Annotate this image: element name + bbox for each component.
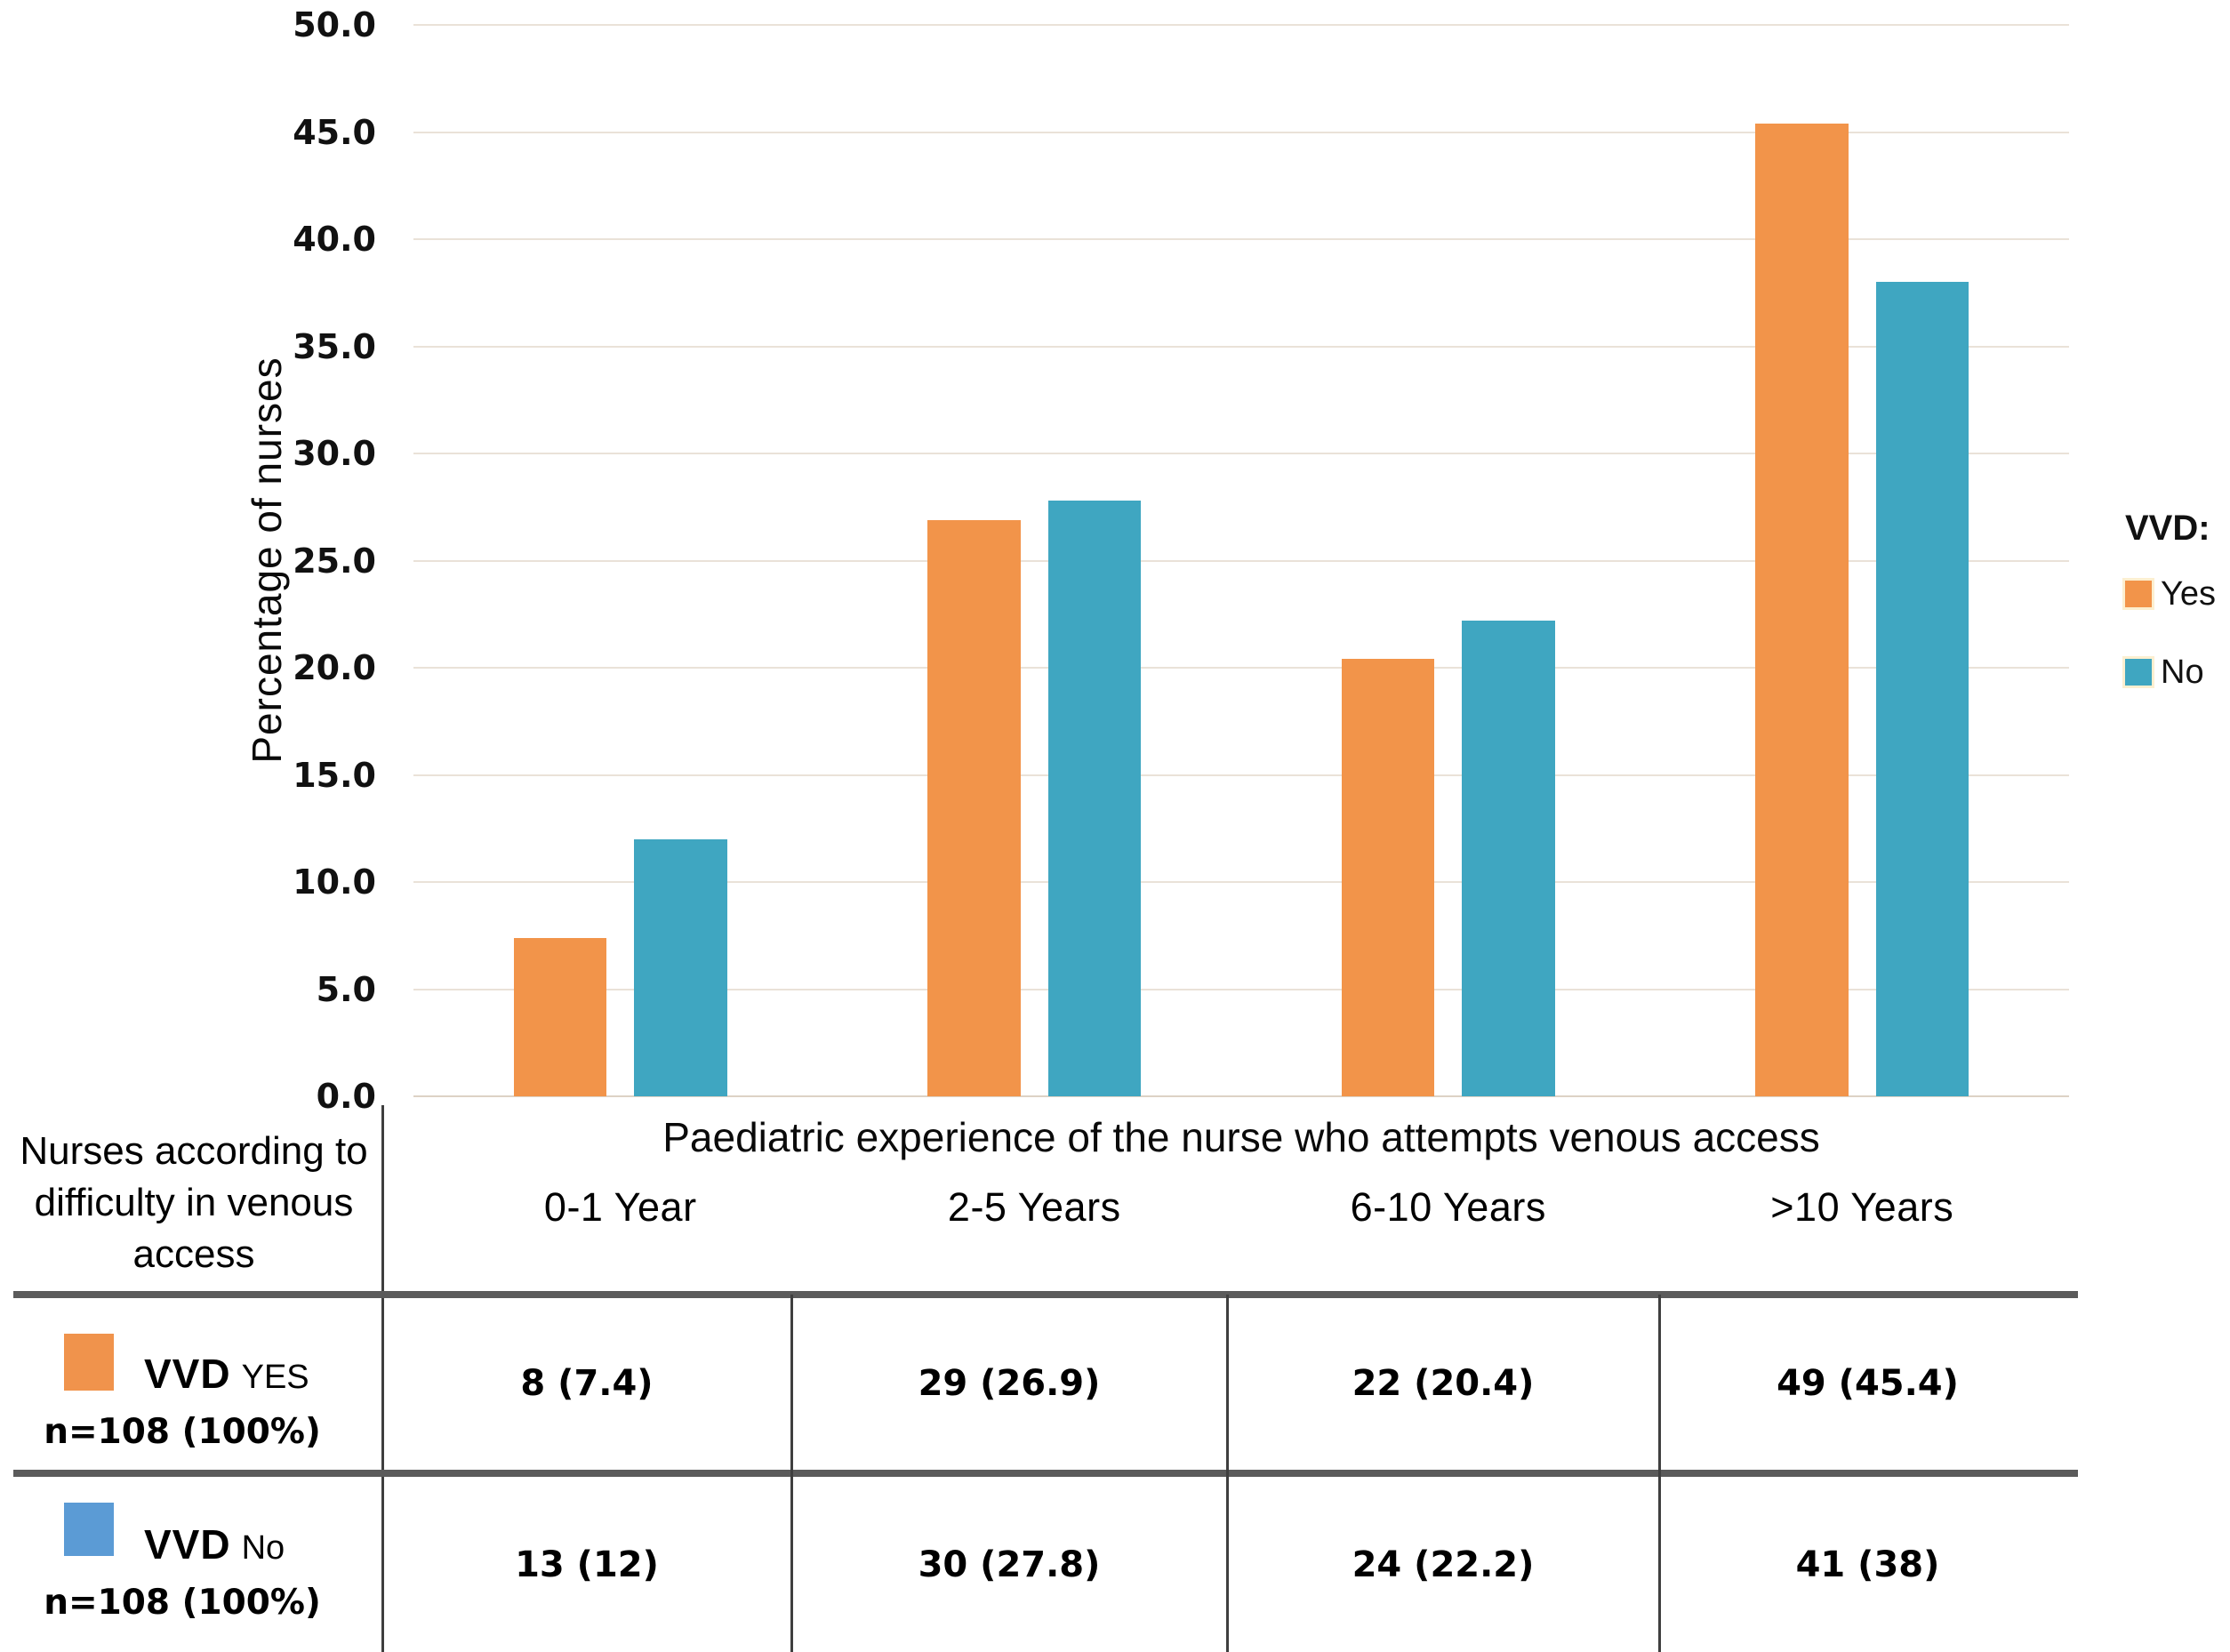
y-tick-label-15.0: 15.0 [293,755,376,795]
x-axis-title: Paediatric experience of the nurse who a… [662,1114,1820,1160]
bar-yes-6-10-years [1341,659,1435,1096]
plot-area [413,24,2070,1097]
bar-group-10-years [1656,25,2070,1096]
y-tick-label-35.0: 35.0 [293,326,376,366]
row-label-vvd: VVD [144,1351,231,1397]
category-header-10-years: >10 Years [1770,1184,1954,1230]
table-cell-r2-c1: 13 (12) [515,1544,659,1585]
gridline-35.0 [413,345,2069,348]
legend: VVD: Yes No [2125,507,2230,731]
row-label-yes: VVD YES [144,1350,309,1398]
y-tick-label-40.0: 40.0 [293,220,376,259]
gridline-20.0 [413,667,2069,669]
y-tick-label-50.0: 50.0 [293,5,376,44]
table-cell-r2-c3: 24 (22.2) [1352,1544,1535,1585]
table-vline-2 [1226,1295,1229,1652]
table-corner-label: Nurses according to difficulty in venous… [20,1129,368,1277]
y-tick-label-30.0: 30.0 [293,434,376,473]
bar-no-10-years [1875,282,1969,1096]
table-hline-middle [13,1470,2078,1477]
legend-item-label: Yes [2161,574,2216,613]
table-cell-r1-c4: 49 (45.4) [1777,1363,1959,1404]
table-cell-r2-c2: 30 (27.8) [918,1544,1101,1585]
gridline-0.0 [413,1095,2069,1097]
table-vline-left [381,1105,384,1652]
legend-swatch-no [2125,659,2152,686]
bar-yes-2-5-years [927,519,1021,1096]
bar-no-0-1-year [634,838,727,1096]
bar-yes-10-years [1755,123,1849,1096]
category-headers: 0-1 Year 2-5 Years 6-10 Years >10 Years [413,1184,2069,1238]
gridline-10.0 [413,881,2069,883]
category-header-6-10-years: 6-10 Years [1350,1184,1546,1230]
table-hline-top [13,1291,2078,1298]
bar-no-2-5-years [1047,501,1142,1096]
gridline-5.0 [413,988,2069,990]
y-tick-label-20.0: 20.0 [293,648,376,687]
row-label-answer: YES [241,1359,309,1396]
table-cell-r1-c2: 29 (26.9) [918,1363,1101,1404]
table-vline-3 [1658,1295,1661,1652]
category-header-2-5-years: 2-5 Years [947,1184,1121,1230]
bar-group-2-5-years [828,25,1242,1096]
gridline-45.0 [413,131,2069,133]
gridline-50.0 [413,24,2069,26]
y-axis-ticks: 50.0 45.0 40.0 35.0 30.0 25.0 20.0 15.0 10.0 5.0 0… [0,5,376,1116]
gridline-25.0 [413,559,2069,562]
legend-item-no: No [2125,653,2230,692]
gridline-15.0 [413,774,2069,776]
y-tick-label-25.0: 25.0 [293,541,376,581]
legend-swatch-yes [2125,581,2152,607]
y-tick-label-10.0: 10.0 [293,862,376,902]
gridline-40.0 [413,238,2069,240]
legend-item-label: No [2161,653,2204,691]
bar-yes-0-1-year [513,937,607,1096]
y-tick-label-0.0: 0.0 [316,1077,376,1116]
legend-title: VVD: [2125,509,2210,548]
bar-group-0-1-year [413,25,828,1096]
legend-item-yes: Yes [2125,574,2230,613]
category-header-0-1-year: 0-1 Year [543,1184,697,1230]
table-cell-r1-c1: 8 (7.4) [520,1363,654,1404]
row-label-answer: No [241,1529,285,1567]
gridline-30.0 [413,453,2069,454]
y-tick-label-5.0: 5.0 [316,969,376,1009]
row-n-no: n=108 (100%) [44,1583,321,1623]
table-vline-1 [790,1295,793,1652]
row-swatch-yes [64,1334,114,1391]
legend-items: Yes No [2125,574,2230,692]
table-cell-r1-c3: 22 (20.4) [1352,1363,1535,1404]
y-tick-label-45.0: 45.0 [293,112,376,152]
table-cell-r2-c4: 41 (38) [1795,1544,1940,1585]
row-label-no: VVD No [144,1520,285,1568]
row-label-vvd: VVD [144,1521,231,1568]
row-swatch-no [64,1503,114,1556]
bar-group-6-10-years [1241,25,1656,1096]
bar-no-6-10-years [1462,620,1555,1096]
row-n-yes: n=108 (100%) [44,1412,321,1452]
